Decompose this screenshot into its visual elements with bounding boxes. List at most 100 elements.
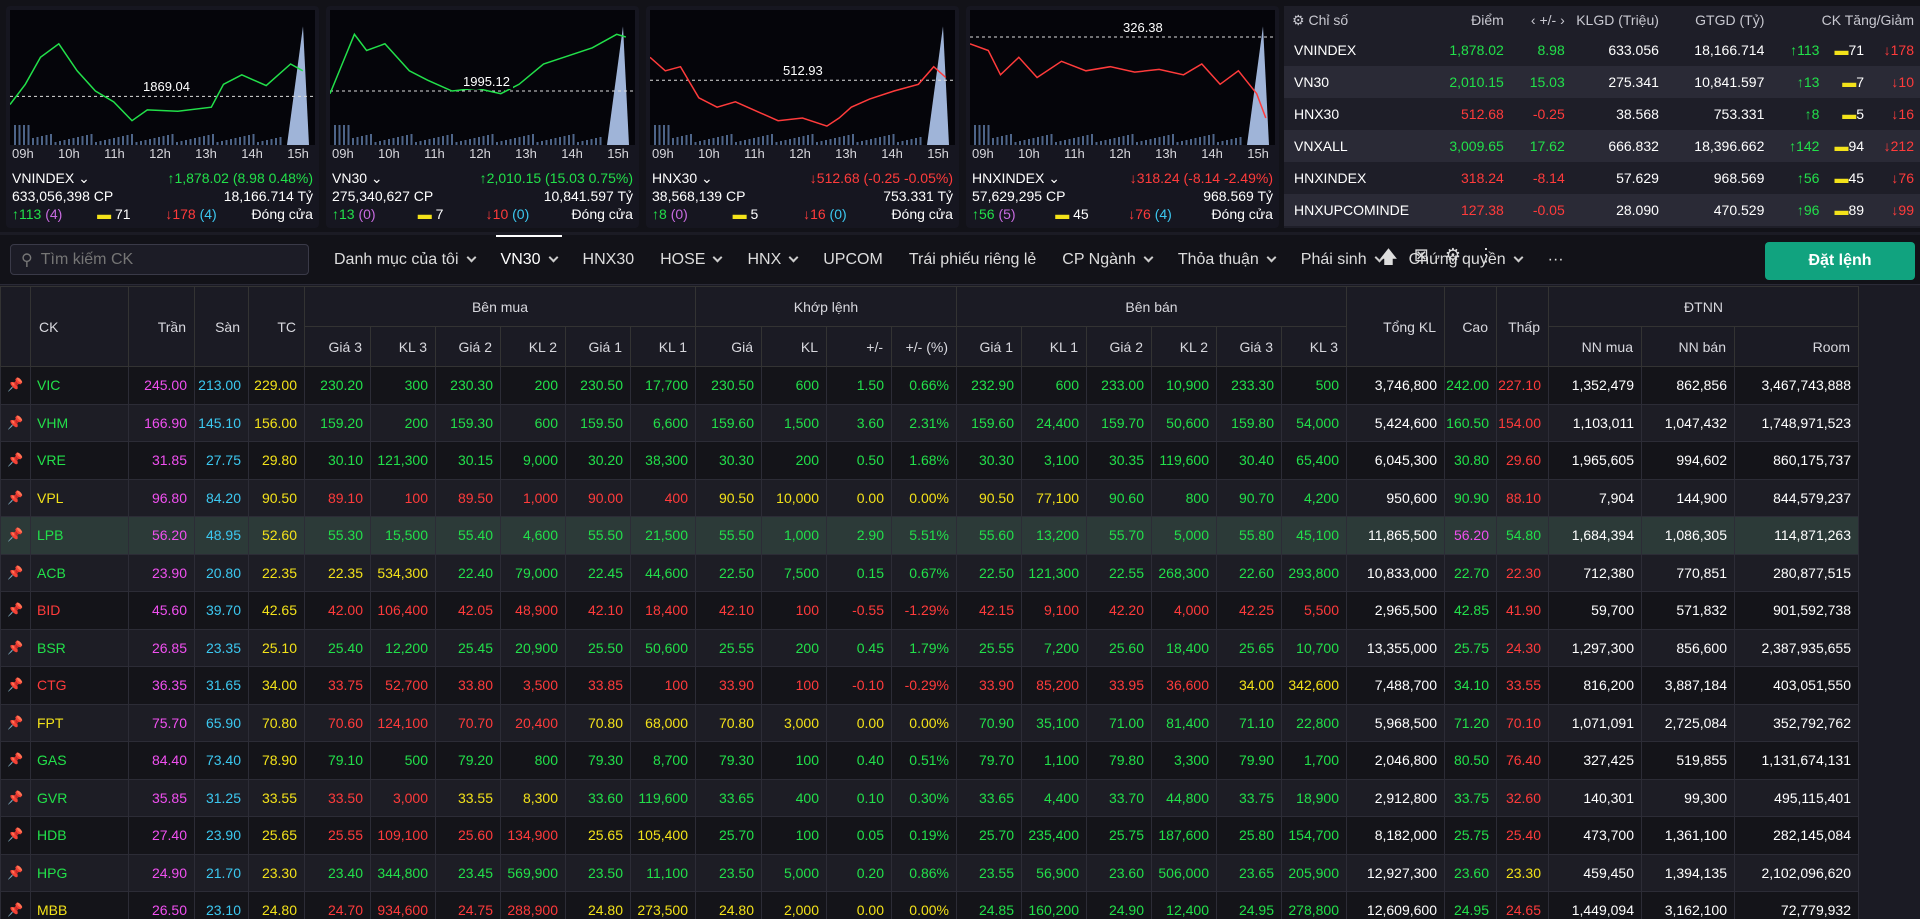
pin-icon[interactable]: 📌 — [0, 553, 31, 592]
col-foreign-room[interactable]: Room — [1734, 326, 1859, 367]
pin-icon[interactable]: 📌 — [0, 516, 31, 555]
col-foreign-sell[interactable]: NN bán — [1641, 326, 1735, 367]
index-chart-card-vnindex[interactable]: 1869.04 09h 10h 11h 12h 13h 14h 15h VNINDEX ⌄ ↑… — [6, 6, 319, 228]
col-reference[interactable]: TC — [248, 286, 305, 367]
col-total-volume[interactable]: Tổng KL — [1346, 286, 1445, 367]
stock-row[interactable]: 📌 HDB 27.40 23.90 25.65 25.55 109,100 25.60 134,… — [0, 816, 1859, 855]
pin-icon[interactable]: 📌 — [0, 403, 31, 442]
pin-icon[interactable]: 📌 — [0, 816, 31, 855]
col-change[interactable]: ‹ +/- › — [1530, 12, 1565, 28]
tab-vn30[interactable]: VN30 — [488, 234, 570, 285]
pin-icon[interactable]: 📌 — [0, 666, 31, 705]
cell-symbol[interactable]: BID — [30, 591, 129, 630]
col-ceiling[interactable]: Trần — [128, 286, 195, 367]
index-row[interactable]: VNINDEX 1,878.02 8.98 633.056 18,166.714… — [1284, 34, 1920, 66]
col-volume[interactable]: KLGD (Triệu) — [1576, 12, 1659, 28]
index-name[interactable]: HNXUPCOMINDE — [1284, 194, 1416, 226]
tab-trái-phiếu-riêng-lẻ[interactable]: Trái phiếu riêng lẻ — [908, 250, 1037, 268]
col-low[interactable]: Thấp — [1496, 286, 1549, 367]
cell-symbol[interactable]: HDB — [30, 816, 129, 855]
col-foreign-buy[interactable]: NN mua — [1548, 326, 1642, 367]
col-ask-price-3[interactable]: Giá 3 — [1216, 326, 1282, 367]
index-name[interactable]: VNXALL — [1284, 130, 1416, 162]
col-match-price[interactable]: Giá — [695, 326, 762, 367]
col-value[interactable]: GTGD (Tỷ) — [1695, 12, 1765, 28]
col-ask-vol-1[interactable]: KL 1 — [1021, 326, 1087, 367]
tab-upcom[interactable]: UPCOM — [823, 250, 883, 268]
tab-phái-sinh[interactable]: Phái sinh — [1288, 235, 1396, 285]
index-chart-card-hnx30[interactable]: 512.93 09h 10h 11h 12h 13h 14h 15h HNX30 ⌄ ↓512… — [646, 6, 959, 228]
pin-icon[interactable]: 📌 — [0, 891, 31, 919]
tab-hose[interactable]: HOSE — [647, 235, 734, 285]
gear-icon[interactable]: ⚙ — [1292, 11, 1305, 28]
tab-hnx30[interactable]: HNX30 — [582, 250, 635, 268]
tab-hnx[interactable]: HNX — [734, 235, 810, 285]
stock-row[interactable]: 📌 GAS 84.40 73.40 78.90 79.10 500 79.20 800 79.30… — [0, 741, 1859, 780]
col-bid-price-2[interactable]: Giá 2 — [435, 326, 501, 367]
pin-icon[interactable]: 📌 — [0, 853, 31, 892]
col-bid-vol-2[interactable]: KL 2 — [500, 326, 566, 367]
cell-symbol[interactable]: BSR — [30, 628, 129, 667]
stock-row[interactable]: 📌 CTG 36.35 31.65 34.00 33.75 52,700 33.80 3,500… — [0, 666, 1859, 705]
cell-symbol[interactable]: FPT — [30, 703, 129, 742]
index-row[interactable]: VNXALL 3,009.65 17.62 666.832 18,396.662… — [1284, 130, 1920, 162]
col-floor[interactable]: Sàn — [194, 286, 249, 367]
col-bid-price-1[interactable]: Giá 1 — [565, 326, 631, 367]
stock-row[interactable]: 📌 GVR 35.85 31.25 33.55 33.50 3,000 33.55 8,300 3… — [0, 778, 1859, 817]
cell-symbol[interactable]: VPL — [30, 478, 129, 517]
col-ask-price-2[interactable]: Giá 2 — [1086, 326, 1152, 367]
index-name[interactable]: HNX30 — [1294, 106, 1340, 122]
stock-row[interactable]: 📌 VPL 96.80 84.20 90.50 89.10 100 89.50 1,000 90.… — [0, 478, 1859, 517]
index-name[interactable]: VNINDEX ⌄ — [12, 170, 90, 186]
col-match-change[interactable]: +/- — [826, 326, 892, 367]
col-match-vol[interactable]: KL — [761, 326, 827, 367]
stock-row[interactable]: 📌 VRE 31.85 27.75 29.80 30.10 121,300 30.15 9,00… — [0, 441, 1859, 480]
index-name[interactable]: HNXINDEX ⌄ — [972, 170, 1060, 186]
tab-cp-ngành[interactable]: CP Ngành — [1049, 235, 1165, 285]
col-bid-price-3[interactable]: Giá 3 — [304, 326, 371, 367]
pin-icon[interactable]: 📌 — [0, 441, 31, 480]
pin-icon[interactable]: 📌 — [0, 591, 31, 630]
col-high[interactable]: Cao — [1444, 286, 1497, 367]
tab-thỏa-thuận[interactable]: Thỏa thuận — [1165, 235, 1288, 285]
tab-chứng-quyền[interactable]: Chứng quyền — [1396, 235, 1535, 285]
stock-row[interactable]: 📌 VIC 245.00 213.00 229.00 230.20 300 230.30 200… — [0, 366, 1859, 405]
index-chart-card-hnxindex[interactable]: 326.38 09h 10h 11h 12h 13h 14h 15h HNXINDEX ⌄ ↓… — [966, 6, 1279, 228]
index-chart-card-vn30[interactable]: 1995.12 09h 10h 11h 12h 13h 14h 15h VN30 ⌄ ↑2,0… — [326, 6, 639, 228]
pin-icon[interactable]: 📌 — [0, 366, 31, 405]
arrow-up-icon[interactable]: 🡅 — [1379, 246, 1398, 267]
cell-symbol[interactable]: CTG — [30, 666, 129, 705]
cell-symbol[interactable]: VRE — [30, 441, 129, 480]
place-order-button[interactable]: Đặt lệnh — [1765, 242, 1915, 280]
index-name[interactable]: VN30 — [1284, 66, 1416, 98]
stock-row[interactable]: 📌 MBB 26.50 23.10 24.80 24.70 934,600 24.75 288,… — [0, 891, 1859, 919]
col-bid-vol-1[interactable]: KL 1 — [630, 326, 696, 367]
index-row[interactable]: HNXINDEX 318.24 -8.14 57.629 968.569 ↑56… — [1284, 162, 1920, 194]
search-input[interactable] — [40, 250, 281, 269]
stock-row[interactable]: 📌 LPB 56.20 48.95 52.60 55.30 15,500 55.40 4,600… — [0, 516, 1859, 555]
cell-symbol[interactable]: MBB — [30, 891, 129, 919]
cell-symbol[interactable]: GVR — [30, 778, 129, 817]
col-bid-vol-3[interactable]: KL 3 — [370, 326, 436, 367]
pin-icon[interactable]: 📌 — [0, 703, 31, 742]
pin-icon[interactable]: 📌 — [0, 478, 31, 517]
stock-row[interactable]: 📌 VHM 166.90 145.10 156.00 159.20 200 159.30 600… — [0, 403, 1859, 442]
stock-row[interactable]: 📌 ACB 23.90 20.80 22.35 22.35 534,300 22.40 79,0… — [0, 553, 1859, 592]
stock-row[interactable]: 📌 FPT 75.70 65.90 70.80 70.60 124,100 70.70 20,4… — [0, 703, 1859, 742]
stock-row[interactable]: 📌 HPG 24.90 21.70 23.30 23.40 344,800 23.45 569,… — [0, 853, 1859, 892]
tab-danh-mục-của-tôi[interactable]: Danh mục của tôi — [321, 235, 488, 285]
index-name[interactable]: HNX30 ⌄ — [652, 170, 713, 186]
settings-icon[interactable]: ⚙ — [1444, 244, 1461, 265]
cell-symbol[interactable]: HPG — [30, 853, 129, 892]
pin-icon[interactable]: 📌 — [0, 778, 31, 817]
pin-icon[interactable]: 📌 — [0, 741, 31, 780]
cell-symbol[interactable]: VIC — [30, 366, 129, 405]
search-box[interactable]: ⚲ — [10, 244, 309, 275]
pin-icon[interactable]: 📌 — [0, 628, 31, 667]
more-vertical-icon[interactable]: ⋮ — [1477, 244, 1495, 265]
cell-symbol[interactable]: VHM — [30, 403, 129, 442]
index-row[interactable]: HNXUPCOMINDE 127.38 -0.05 28.090 470.529… — [1284, 194, 1920, 226]
stock-row[interactable]: 📌 BID 45.60 39.70 42.65 42.00 106,400 42.05 48,9… — [0, 591, 1859, 630]
stock-row[interactable]: 📌 BSR 26.85 23.35 25.10 25.40 12,200 25.45 20,90… — [0, 628, 1859, 667]
index-name[interactable]: VN30 ⌄ — [332, 170, 383, 186]
